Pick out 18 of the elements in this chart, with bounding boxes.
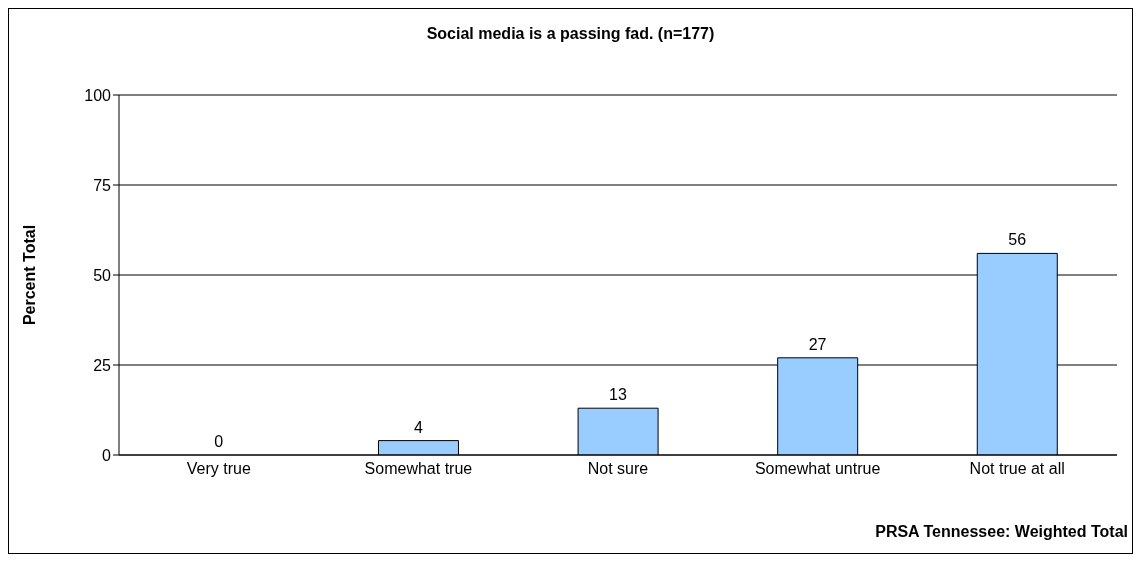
data-label: 13 xyxy=(609,386,627,404)
data-label: 4 xyxy=(413,418,423,436)
data-label: 56 xyxy=(1008,231,1027,249)
data-label: 27 xyxy=(808,335,827,353)
x-tick-label: Somewhat untrue xyxy=(754,460,881,478)
x-tick-label: Very true xyxy=(186,460,251,478)
y-tick-label: 0 xyxy=(102,446,112,464)
y-tick-label: 75 xyxy=(93,176,112,194)
data-label: 0 xyxy=(214,433,224,450)
chart-title: Social media is a passing fad. (n=177) xyxy=(425,25,716,43)
y-tick-label: 50 xyxy=(93,266,112,284)
x-tick-label: Not sure xyxy=(587,460,649,478)
x-tick-label: Not true at all xyxy=(969,460,1065,478)
x-tick-label: Somewhat true xyxy=(364,460,473,478)
y-tick-label: 25 xyxy=(93,356,112,374)
y-tick-label: 100 xyxy=(84,86,112,104)
text: PRSA Tennessee: Weighted Total xyxy=(875,523,1128,541)
y-axis-title: Percent Total xyxy=(20,224,38,326)
